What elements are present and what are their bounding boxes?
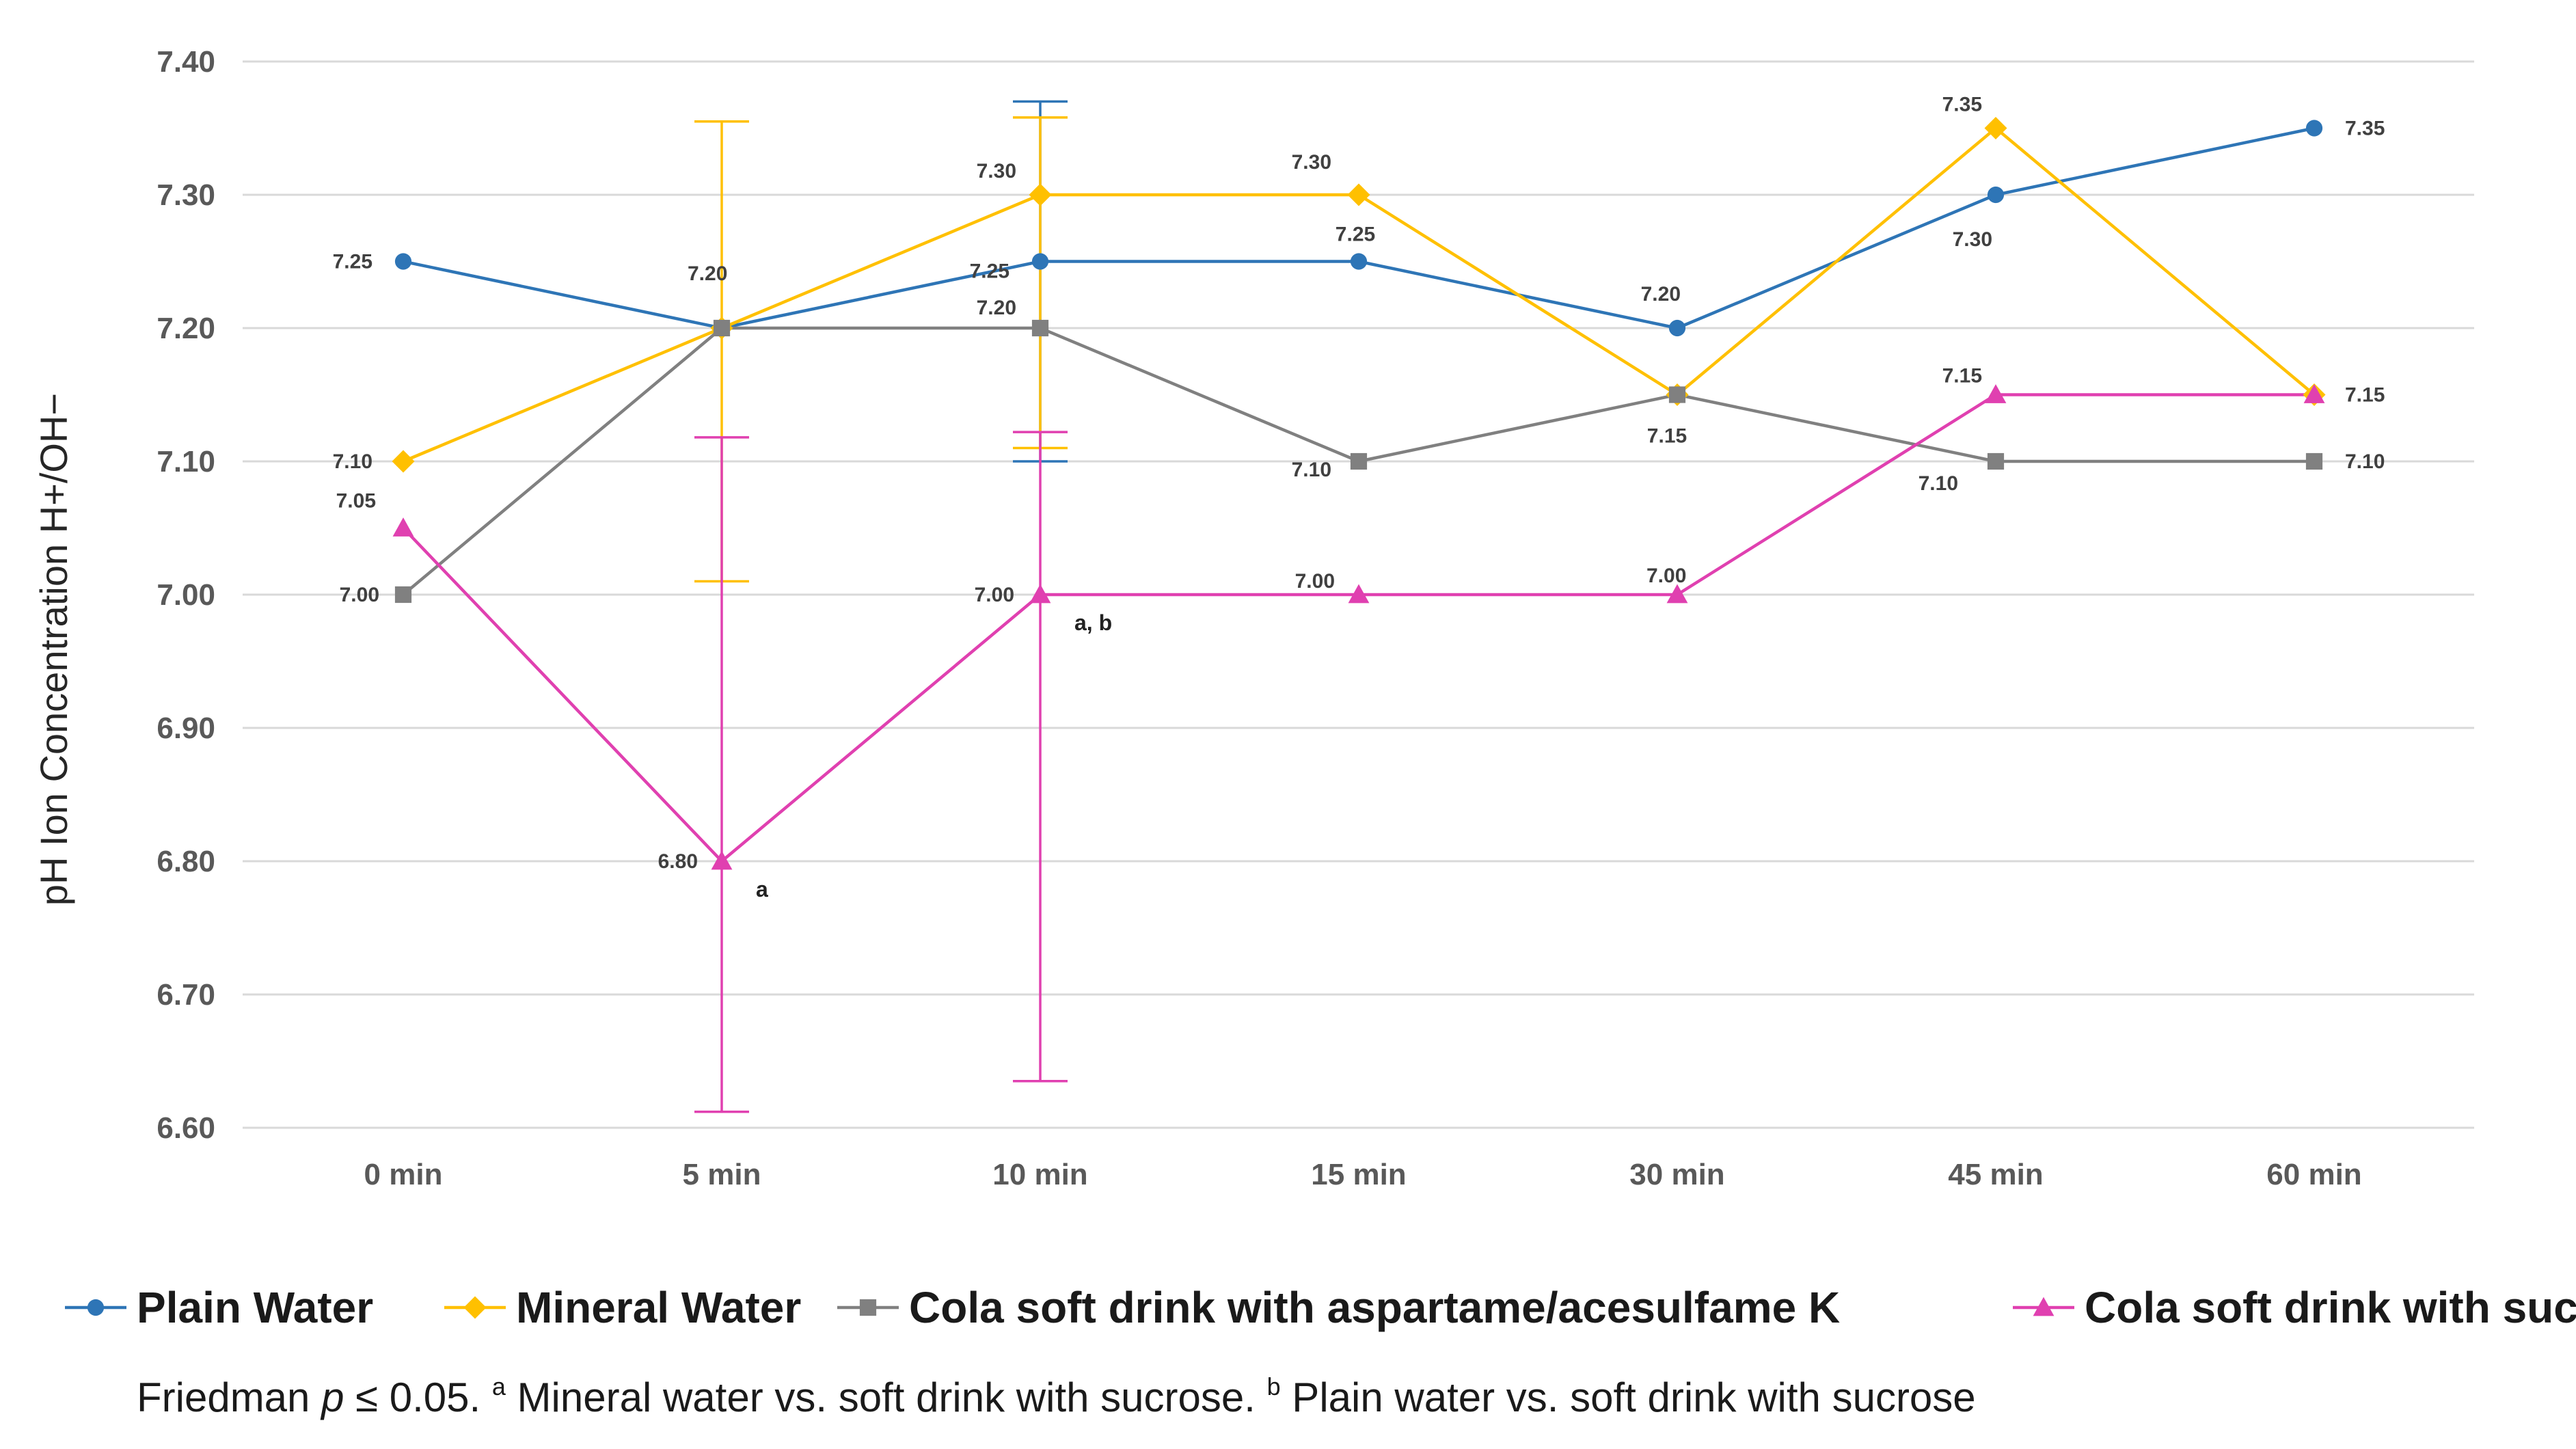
legend-swatch-marker [463, 1296, 487, 1319]
data-point [394, 586, 412, 604]
data-point [2303, 384, 2325, 403]
data-label: 7.05 [336, 490, 376, 513]
legend-label: Mineral Water [516, 1283, 801, 1332]
data-label: 7.00 [1646, 565, 1686, 587]
footnote-sup-b: b [1267, 1372, 1281, 1400]
footnote-p: p [320, 1374, 344, 1420]
data-label: 7.30 [1292, 151, 1331, 174]
data-label: 7.35 [2345, 118, 2385, 140]
data-label: 7.10 [2345, 450, 2385, 473]
data-point [1031, 319, 1049, 337]
y-tick-label: 7.40 [157, 45, 215, 79]
data-label: 7.15 [1942, 365, 1982, 388]
x-tick-label: 15 min [1311, 1158, 1406, 1191]
y-axis: 6.60 6.70 6.80 6.90 7.00 7.10 7.20 7.30 7.40 [157, 45, 215, 1145]
data-label: 6.80 [658, 850, 698, 873]
data-point [1985, 384, 2007, 403]
legend-swatch-marker [2033, 1297, 2055, 1316]
x-tick-label: 5 min [683, 1158, 761, 1191]
data-point [713, 319, 731, 337]
data-label: 7.25 [333, 251, 372, 273]
data-label: 7.00 [340, 584, 379, 606]
data-label: 7.00 [975, 584, 1014, 606]
legend: Plain Water Mineral Water Cola soft drink … [65, 1283, 2576, 1332]
series-line [403, 126, 2316, 463]
data-label: 7.00 [1295, 570, 1335, 593]
x-tick-label: 30 min [1629, 1158, 1724, 1191]
legend-label: Cola soft drink with aspartame/acesulfam… [909, 1283, 1840, 1332]
data-label: 7.35 [1942, 94, 1982, 116]
footnote: Friedman p ≤ 0.05. a Mineral water vs. s… [137, 1372, 1976, 1420]
data-point [1350, 452, 1368, 470]
data-label: 7.15 [1647, 425, 1687, 448]
legend-swatch-marker [87, 1299, 105, 1316]
footnote-sup-a: a [492, 1372, 506, 1400]
data-point [1348, 584, 1370, 604]
data-label: 7.10 [1919, 472, 1958, 495]
data-point [1031, 253, 1049, 270]
data-point [1666, 584, 1688, 604]
data-point [1984, 117, 2007, 139]
y-axis-title: pH Ion Concentration H+/OH− [32, 393, 75, 906]
data-point [1350, 253, 1368, 270]
x-tick-label: 45 min [1948, 1158, 2043, 1191]
significance-annotation: a, b [1074, 610, 1112, 635]
y-tick-label: 7.20 [157, 312, 215, 345]
series-markers [392, 117, 2326, 870]
legend-label: Plain Water [137, 1283, 373, 1332]
footnote-prefix: Friedman [137, 1374, 321, 1420]
data-point [392, 517, 414, 537]
data-label: 7.15 [2345, 384, 2385, 407]
data-point [2305, 120, 2323, 137]
y-tick-label: 6.90 [157, 712, 215, 745]
data-point [394, 253, 412, 270]
data-label: 7.10 [333, 450, 372, 473]
x-tick-label: 10 min [992, 1158, 1087, 1191]
significance-annotations: a a, b [756, 610, 1112, 902]
data-point [1029, 183, 1052, 206]
footnote-text-b: Plain water vs. soft drink with sucrose [1281, 1374, 1976, 1420]
data-labels: 7.25 7.25 7.25 7.20 7.30 7.35 7.10 7.30 7.30 7.15… [333, 94, 2385, 874]
y-tick-label: 6.80 [157, 845, 215, 878]
legend-label: Cola soft drink with sucrose [2085, 1283, 2576, 1332]
y-tick-label: 6.70 [157, 978, 215, 1012]
data-label: 7.30 [977, 160, 1016, 182]
data-point [1987, 186, 2005, 204]
data-point [1347, 183, 1370, 206]
data-point [1668, 319, 1686, 337]
data-point [1668, 386, 1686, 403]
footnote-threshold: ≤ 0.05. [344, 1374, 491, 1420]
data-label: 7.20 [1641, 283, 1681, 306]
x-tick-label: 0 min [364, 1158, 443, 1191]
data-label: 7.20 [977, 297, 1016, 319]
data-point [1987, 452, 2005, 470]
y-tick-label: 6.60 [157, 1111, 215, 1145]
data-point [711, 850, 733, 870]
significance-annotation: a [756, 877, 768, 902]
data-point [392, 450, 415, 473]
data-label: 7.30 [1953, 228, 1992, 251]
data-label: 7.25 [970, 260, 1009, 283]
legend-swatch-marker [859, 1299, 877, 1316]
data-label: 7.10 [1292, 459, 1331, 481]
data-label: 7.25 [1336, 224, 1375, 246]
error-bars [694, 100, 1068, 1113]
y-tick-label: 7.30 [157, 178, 215, 212]
data-label: 7.20 [688, 262, 727, 285]
y-tick-label: 7.10 [157, 445, 215, 478]
x-tick-label: 60 min [2266, 1158, 2361, 1191]
data-point [2305, 452, 2323, 470]
data-point [1029, 584, 1051, 604]
y-tick-label: 7.00 [157, 578, 215, 612]
footnote-text-a: Mineral water vs. soft drink with sucros… [506, 1374, 1267, 1420]
x-axis: 0 min 5 min 10 min 15 min 30 min 45 min 60 min [364, 1158, 2362, 1191]
